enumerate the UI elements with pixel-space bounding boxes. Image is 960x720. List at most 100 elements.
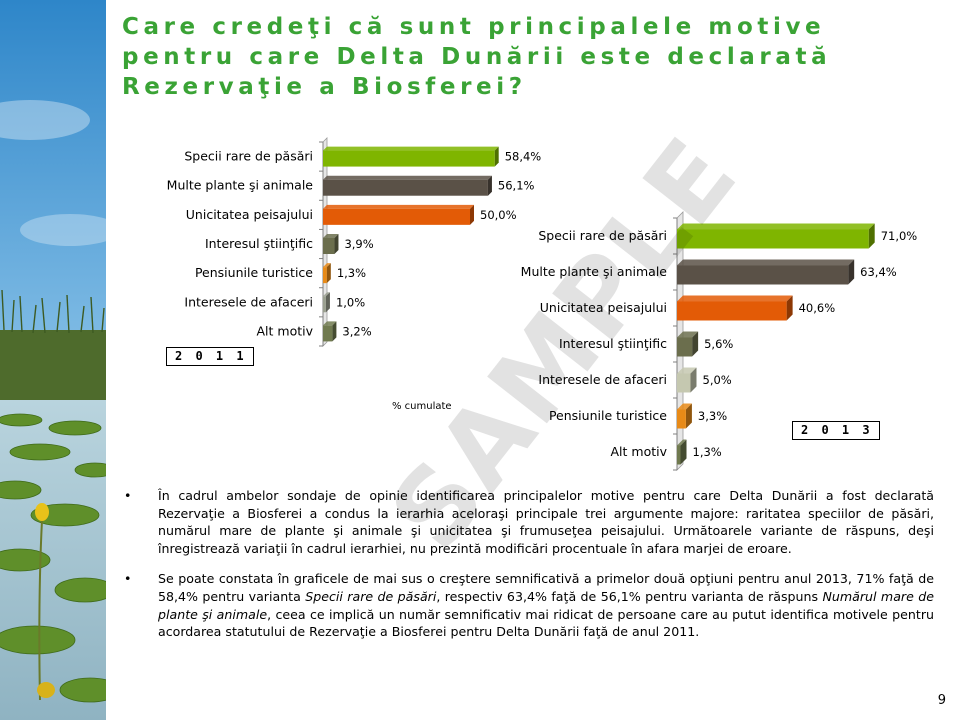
category-label: Pensiunile turistice [195, 265, 313, 280]
category-label: Alt motiv [611, 444, 668, 459]
chart-2013: Specii rare de păsări 71,0% Multe plante ş… [521, 211, 918, 471]
value-label: 56,1% [498, 179, 535, 193]
bar-side-face [685, 403, 692, 429]
value-label: 5,6% [704, 337, 733, 351]
category-label: Interesul ştiinţific [559, 336, 667, 351]
bar [677, 367, 697, 393]
bar-top-face [323, 234, 339, 238]
value-label: 1,3% [693, 445, 722, 459]
bullet-text-italic: Specii rare de păsări [305, 588, 437, 604]
bar [323, 234, 339, 254]
bar-top-face [323, 175, 492, 180]
bar-front-face [677, 445, 681, 465]
year-label-2011: 2 0 1 1 [166, 347, 254, 366]
bullet-text: , respectiv 63,4% faţă de 56,1% pentru v… [436, 588, 823, 604]
bar [677, 403, 692, 429]
bar-top-face [677, 439, 687, 446]
value-label: 1,0% [336, 295, 365, 309]
bar-top-face [323, 146, 499, 151]
bullet-dot: • [124, 571, 132, 587]
bar-top-face [677, 367, 697, 374]
value-label: 1,3% [337, 266, 366, 280]
bullet-text: Se poate constata în graficele de mai su… [158, 571, 934, 604]
bar-top-face [323, 263, 331, 268]
bar-side-face [325, 292, 330, 313]
bar [323, 321, 337, 342]
bullet-list: • În cadrul ambelor sondaje de opinie id… [122, 487, 934, 654]
bar-front-face [323, 179, 488, 196]
bar-front-face [323, 267, 327, 284]
category-label: Pensiunile turistice [549, 408, 667, 423]
bullet-text: , ceea ce implică un număr semnificativ … [158, 606, 934, 640]
bar-front-face [323, 296, 326, 313]
bar-top-face [323, 292, 330, 297]
page-number: 9 [937, 693, 946, 708]
bar [677, 295, 793, 321]
bar-top-face [677, 331, 699, 338]
bar-top-face [323, 204, 474, 209]
bar-side-face [494, 146, 499, 167]
bar-top-face [323, 321, 337, 326]
bar-side-face [326, 263, 331, 284]
bullet-item: • În cadrul ambelor sondaje de opinie id… [122, 487, 934, 557]
category-label: Specii rare de păsări [184, 149, 313, 164]
bar-side-face [470, 204, 474, 225]
bar [677, 439, 687, 465]
category-label: Multe plante şi animale [167, 178, 314, 193]
value-label: 40,6% [799, 301, 836, 315]
bar [323, 204, 474, 225]
chart-2011: Specii rare de păsări 58,4% Multe plante ş… [167, 137, 542, 347]
bar-front-face [677, 337, 693, 357]
category-label: Interesele de afaceri [538, 372, 667, 387]
bar [323, 263, 331, 284]
bar-side-face [334, 234, 339, 254]
category-label: Specii rare de păsări [538, 228, 667, 243]
bar-top-face [677, 295, 793, 302]
category-label: Unicitatea peisajului [186, 207, 313, 222]
bar-front-face [677, 301, 787, 321]
slide-title: Care credeţi că sunt principalele motive… [122, 14, 832, 100]
bar [323, 146, 499, 167]
bullet-item: • Se poate constata în graficele de mai … [122, 570, 934, 640]
category-label: Interesele de afaceri [184, 294, 313, 309]
value-label: 58,4% [505, 150, 542, 164]
bar-side-face [868, 223, 875, 249]
cumulative-note: % cumulate [392, 401, 452, 412]
bar-front-face [677, 409, 686, 429]
bar-side-face [692, 331, 699, 357]
bar-front-face [323, 150, 495, 167]
bar [677, 223, 875, 249]
bar-side-face [332, 321, 337, 342]
bar-top-face [677, 403, 692, 410]
category-label: Multe plante şi animale [521, 264, 668, 279]
bar-front-face [677, 229, 869, 249]
bar-side-face [786, 295, 793, 321]
bar-top-face [677, 223, 875, 230]
side-photo [0, 0, 106, 720]
value-label: 3,9% [344, 237, 373, 251]
bar [677, 331, 699, 357]
bar-front-face [323, 238, 335, 254]
bar-front-face [677, 265, 849, 285]
bar-front-face [677, 373, 691, 393]
bar-front-face [323, 208, 470, 225]
value-label: 71,0% [881, 229, 918, 243]
bar [323, 292, 330, 313]
bullet-text-italic: Numărul mare de plante şi animale [158, 588, 934, 622]
value-label: 3,3% [698, 409, 727, 423]
category-label: Interesul ştiinţific [205, 236, 313, 251]
bar-side-face [487, 175, 492, 196]
bullet-dot: • [124, 488, 132, 503]
value-label: 63,4% [860, 265, 897, 279]
bar-side-face [680, 439, 687, 465]
bar [323, 175, 492, 196]
category-label: Alt motiv [257, 323, 314, 338]
category-label: Unicitatea peisajului [540, 300, 667, 315]
bar [677, 259, 855, 285]
bar-side-face [690, 367, 697, 393]
value-label: 50,0% [480, 208, 517, 222]
bar-top-face [677, 259, 855, 266]
year-label-2013: 2 0 1 3 [792, 421, 880, 440]
side-photo-image [0, 0, 106, 720]
bar-side-face [848, 259, 855, 285]
